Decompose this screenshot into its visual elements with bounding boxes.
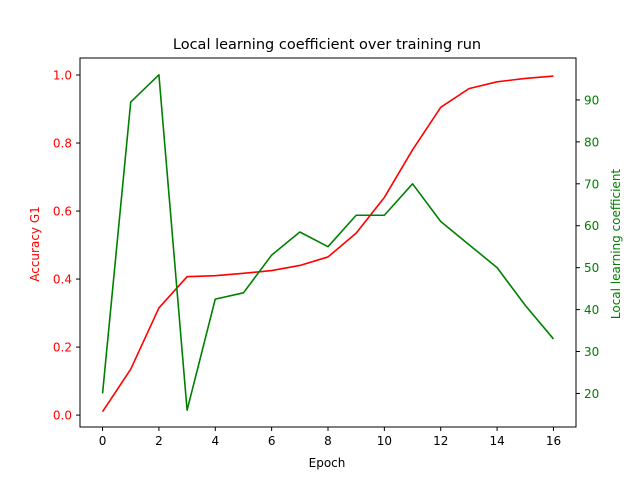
x-tick-label: 10 bbox=[377, 434, 392, 448]
y-right-tick-label: 70 bbox=[584, 177, 599, 191]
y-right-tick-label: 30 bbox=[584, 345, 599, 359]
y-right-tick-label: 60 bbox=[584, 219, 599, 233]
y-left-tick-label: 0.0 bbox=[53, 409, 72, 423]
y-right-tick-label: 50 bbox=[584, 261, 599, 275]
y-right-tick-label: 90 bbox=[584, 93, 599, 107]
x-tick-label: 2 bbox=[155, 434, 163, 448]
y-axis-right-title: Local learning coefficient bbox=[609, 169, 623, 320]
x-tick-label: 4 bbox=[211, 434, 219, 448]
y-right-tick-label: 80 bbox=[584, 135, 599, 149]
y-left-tick-label: 0.8 bbox=[53, 137, 72, 151]
x-tick-label: 16 bbox=[546, 434, 561, 448]
x-axis-title: Epoch bbox=[309, 456, 346, 470]
y-right-tick-label: 20 bbox=[584, 387, 599, 401]
chart-title: Local learning coefficient over training… bbox=[173, 37, 481, 53]
y-right-tick-label: 40 bbox=[584, 303, 599, 317]
y-left-tick-label: 0.6 bbox=[53, 205, 72, 219]
y-left-tick-label: 1.0 bbox=[53, 69, 72, 83]
x-tick-label: 8 bbox=[324, 434, 332, 448]
series-line-accuracy-g1 bbox=[101, 75, 554, 413]
y-left-tick-label: 0.4 bbox=[53, 273, 72, 287]
x-tick-label: 12 bbox=[433, 434, 448, 448]
series-line-local-learning-coefficient bbox=[101, 73, 555, 412]
x-tick-label: 0 bbox=[99, 434, 107, 448]
x-tick-label: 6 bbox=[268, 434, 276, 448]
x-tick-label: 14 bbox=[489, 434, 504, 448]
plot-frame bbox=[79, 57, 577, 428]
y-left-tick-label: 0.2 bbox=[53, 341, 72, 355]
y-axis-left-title: Accuracy G1 bbox=[28, 206, 42, 282]
